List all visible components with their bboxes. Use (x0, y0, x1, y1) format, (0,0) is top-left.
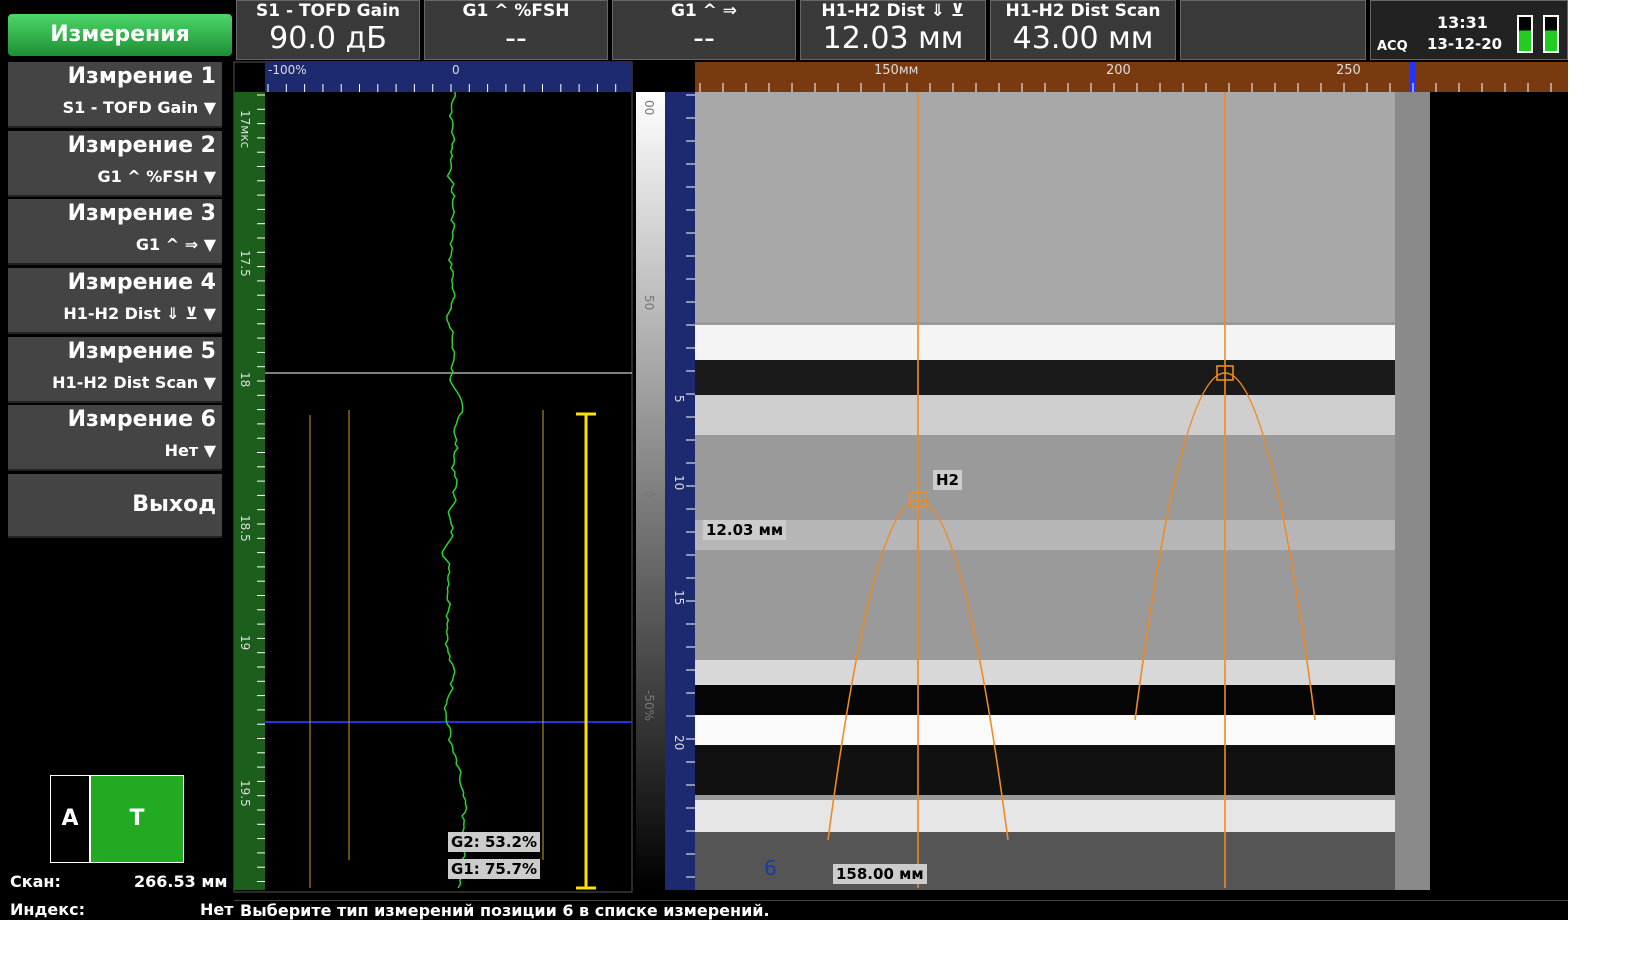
colorbar-label: -50% (642, 690, 656, 721)
index-label: Индекс: (10, 900, 85, 919)
scan-reading: 158.00 мм (833, 864, 927, 884)
index-value: Нет (200, 900, 234, 919)
marker: 6 (764, 856, 777, 880)
scan-views (0, 0, 1568, 900)
status-bar: Выберите тип измерений позиции 6 в списк… (234, 900, 1568, 920)
amp-label: -100% (268, 63, 307, 77)
time-label: 18 (238, 372, 252, 387)
time-label: 17мкс (238, 110, 252, 148)
scan-label: 250 (1336, 63, 1361, 78)
a-scan-panel (234, 62, 632, 892)
time-label: 17.5 (238, 250, 252, 277)
depth-label: 20 (672, 735, 686, 750)
colorbar-label: 00 (642, 100, 656, 115)
cursor-label: H2 (933, 470, 962, 490)
amplitude-ruler (265, 62, 632, 92)
depth-label: 10 (672, 475, 686, 490)
colorbar-label: 0 (642, 490, 656, 498)
colorbar-label: 50 (642, 295, 656, 310)
time-ruler (234, 92, 265, 890)
depth-ruler (665, 92, 695, 890)
time-label: 19.5 (238, 780, 252, 807)
gate-label: G2: 53.2% (448, 832, 540, 852)
gate-label: G1: 75.7% (448, 859, 540, 879)
scan-ruler (695, 62, 1568, 92)
depth-label: 15 (672, 590, 686, 605)
depth-label: 5 (672, 395, 686, 403)
scan-label: 200 (1106, 63, 1131, 78)
depth-reading: 12.03 мм (703, 520, 786, 540)
amp-label: 0 (452, 63, 460, 77)
time-label: 19 (238, 635, 252, 650)
page: Измерения S1 - TOFD Gain90.0 дБ G1 ^ %FS… (0, 0, 1650, 968)
time-label: 18.5 (238, 515, 252, 542)
scan-label: 150мм (874, 63, 918, 78)
